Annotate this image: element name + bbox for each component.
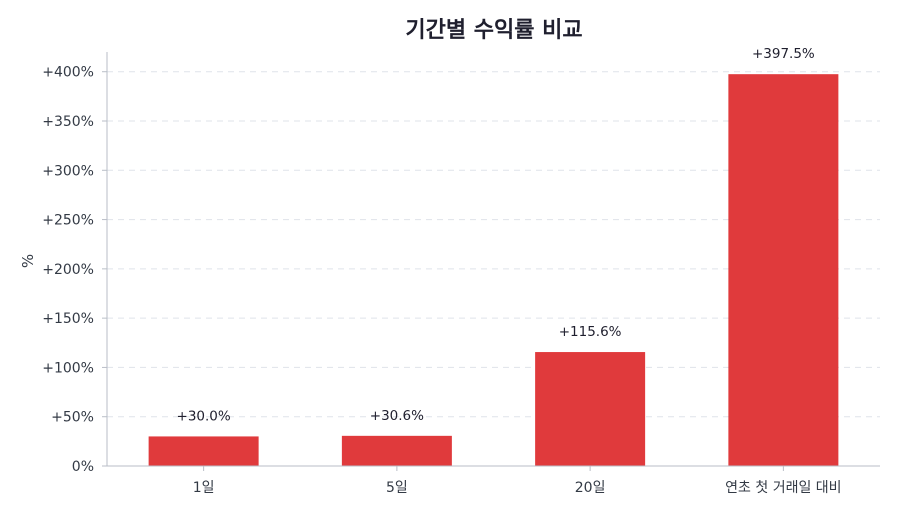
data-label: +397.5% (752, 46, 815, 62)
y-tick-label: +350% (42, 114, 94, 130)
bar (148, 436, 259, 466)
y-tick-label: 0% (72, 459, 94, 475)
bars (148, 74, 839, 466)
y-axis-ticks: 0% +50% +100% +150% +200% +250% +300% +350% +400… (42, 65, 107, 475)
data-label: +115.6% (559, 324, 622, 340)
y-tick-label: +250% (42, 213, 94, 229)
data-labels: +30.0% +30.6% +115.6% +397.5% (177, 46, 815, 424)
x-axis-ticks: 1일 5일 20일 연초 첫 거래일 대비 (193, 466, 842, 496)
x-tick-label: 1일 (193, 480, 215, 496)
y-tick-label: +200% (42, 262, 94, 278)
x-tick-label: 20일 (575, 480, 606, 496)
x-tick-label: 5일 (386, 480, 408, 496)
data-label: +30.6% (370, 408, 424, 424)
y-axis-label: % (19, 254, 37, 268)
y-tick-label: +50% (51, 410, 94, 426)
x-tick-label: 연초 첫 거래일 대비 (725, 480, 841, 496)
bar (341, 435, 452, 466)
y-tick-label: +150% (42, 311, 94, 327)
bar (535, 352, 646, 466)
data-label: +30.0% (177, 408, 231, 424)
y-tick-label: +100% (42, 360, 94, 376)
chart-title: 기간별 수익률 비교 (405, 18, 582, 43)
gridlines (107, 71, 880, 418)
y-tick-label: +300% (42, 163, 94, 179)
bar (728, 74, 839, 466)
y-tick-label: +400% (42, 65, 94, 81)
